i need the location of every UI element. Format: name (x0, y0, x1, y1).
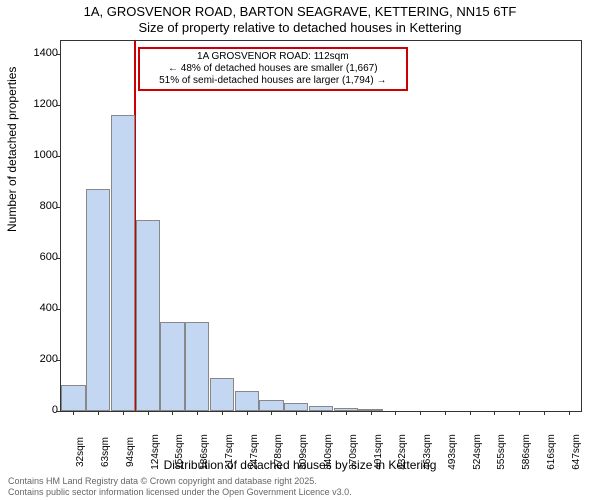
y-tick-label: 200 (18, 353, 58, 365)
plot-area: 1A GROSVENOR ROAD: 112sqm ← 48% of detac… (60, 40, 582, 412)
annotation-line1: 1A GROSVENOR ROAD: 112sqm (144, 51, 402, 63)
footer-attribution: Contains HM Land Registry data © Crown c… (8, 476, 352, 498)
annotation-line3: 51% of semi-detached houses are larger (… (144, 75, 402, 87)
chart-title-address: 1A, GROSVENOR ROAD, BARTON SEAGRAVE, KET… (0, 4, 600, 19)
histogram-bar (61, 385, 85, 411)
y-tick-label: 1000 (18, 149, 58, 161)
histogram-bar (111, 115, 135, 411)
x-axis-label: Distribution of detached houses by size … (0, 458, 600, 472)
histogram-bar (160, 322, 184, 411)
footer-line1: Contains HM Land Registry data © Crown c… (8, 476, 352, 487)
y-tick-label: 800 (18, 200, 58, 212)
annotation-box: 1A GROSVENOR ROAD: 112sqm ← 48% of detac… (138, 47, 408, 91)
y-tick-mark (57, 54, 61, 55)
y-tick-label: 600 (18, 251, 58, 263)
chart-container: 1A, GROSVENOR ROAD, BARTON SEAGRAVE, KET… (0, 0, 600, 500)
annotation-line2: ← 48% of detached houses are smaller (1,… (144, 63, 402, 75)
y-tick-mark (57, 258, 61, 259)
chart-title-subtitle: Size of property relative to detached ho… (0, 20, 600, 35)
y-tick-label: 0 (18, 404, 58, 416)
x-axis-ticks: 32sqm63sqm94sqm124sqm155sqm186sqm217sqm2… (60, 410, 580, 460)
histogram-bar (185, 322, 209, 411)
y-axis-ticks: 0200400600800100012001400 (14, 40, 60, 410)
histogram-bar (86, 189, 110, 411)
histogram-bar (136, 220, 160, 411)
y-tick-mark (57, 309, 61, 310)
y-tick-mark (57, 207, 61, 208)
y-tick-label: 400 (18, 302, 58, 314)
y-tick-mark (57, 360, 61, 361)
histogram-bar (210, 378, 234, 411)
y-tick-mark (57, 156, 61, 157)
histogram-bar (235, 391, 259, 411)
y-tick-label: 1200 (18, 98, 58, 110)
footer-line2: Contains public sector information licen… (8, 487, 352, 498)
y-tick-label: 1400 (18, 47, 58, 59)
y-tick-mark (57, 105, 61, 106)
